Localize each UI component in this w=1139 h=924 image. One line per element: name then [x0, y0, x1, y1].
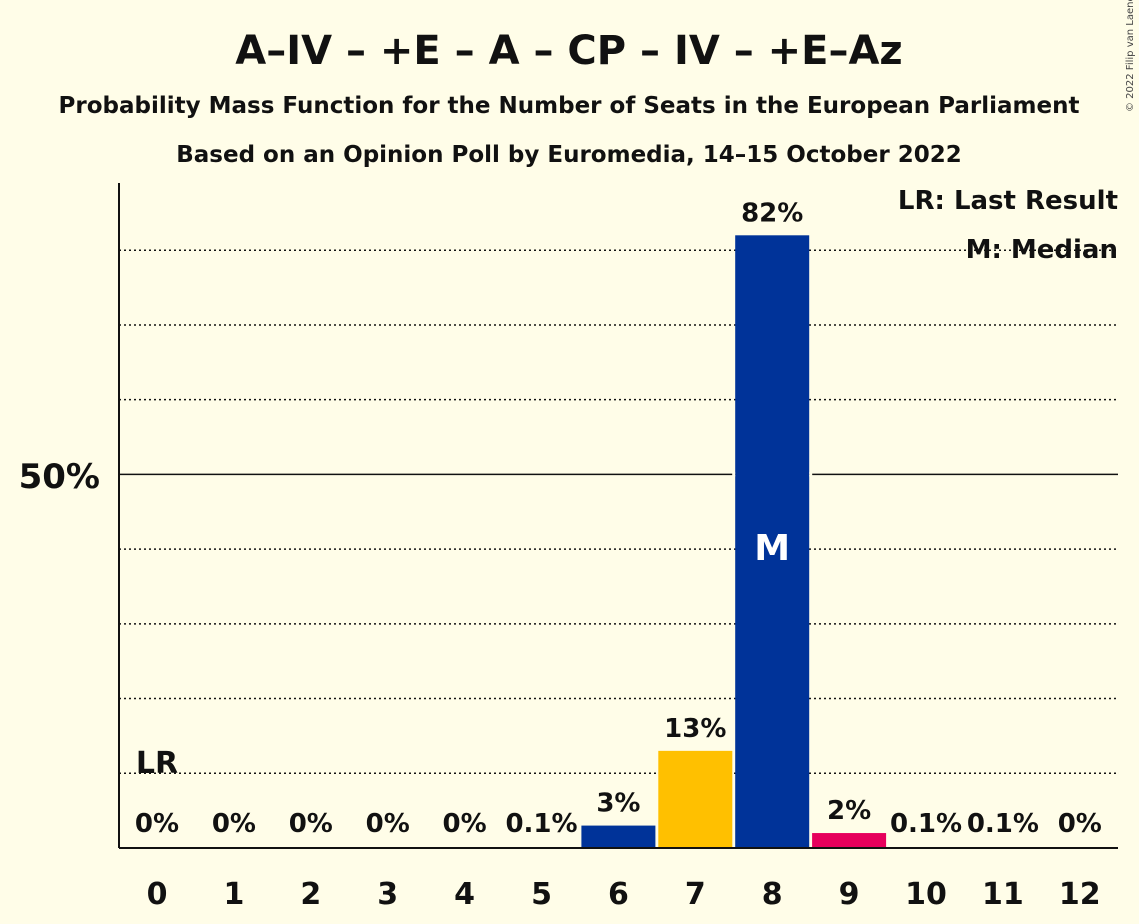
value-label-10: 0.1% [890, 809, 962, 839]
x-tick-10: 10 [905, 877, 947, 912]
value-label-0: 0% [135, 809, 179, 839]
value-label-12: 0% [1058, 809, 1102, 839]
bar-8 [735, 235, 810, 849]
bar-7 [658, 750, 733, 848]
gridlines [119, 249, 1118, 775]
legend-median: M: Median [966, 235, 1118, 265]
bar-gap-left [732, 472, 736, 477]
bars [504, 235, 1040, 849]
y-tick-label-50: 50% [19, 457, 100, 497]
value-labels: 0% 0% 0% 0% 0% 0.1%3%13%82%2% 0.1% 0.1% 0%MLR [135, 198, 1102, 839]
value-label-4: 0% [443, 809, 487, 839]
x-tick-12: 12 [1059, 877, 1101, 912]
x-tick-1: 1 [223, 877, 244, 912]
value-label-11: 0.1% [967, 809, 1039, 839]
x-tick-6: 6 [608, 877, 629, 912]
value-label-8: 82% [741, 198, 803, 228]
x-tick-3: 3 [377, 877, 398, 912]
x-tick-4: 4 [454, 877, 475, 912]
value-label-1: 0% [212, 809, 256, 839]
x-tick-11: 11 [982, 877, 1024, 912]
copyright-note: © 2022 Filip van Laenen [1125, 0, 1136, 112]
value-label-5: 0.1% [505, 809, 577, 839]
chart-title: A–IV – +E – A – CP – IV – +E–Az [235, 28, 902, 74]
chart-subtitle: Probability Mass Function for the Number… [59, 93, 1080, 119]
value-label-6: 3% [596, 789, 640, 819]
x-tick-2: 2 [300, 877, 321, 912]
x-tick-5: 5 [531, 877, 552, 912]
chart-subtitle-source: Based on an Opinion Poll by Euromedia, 1… [176, 142, 961, 168]
x-tick-labels: 0 1 2 3 4 5 6 7 8 9 10 11 12 [147, 877, 1101, 912]
median-marker: M [754, 528, 790, 569]
value-label-3: 0% [366, 809, 410, 839]
bar-6 [581, 825, 656, 848]
last-result-marker: LR [136, 746, 178, 781]
legend-last-result: LR: Last Result [898, 186, 1118, 216]
x-tick-9: 9 [839, 877, 860, 912]
x-tick-8: 8 [762, 877, 783, 912]
x-tick-0: 0 [147, 877, 168, 912]
bar-9 [812, 833, 887, 848]
value-label-7: 13% [664, 714, 726, 744]
value-label-2: 0% [289, 809, 333, 839]
bar-gap-right [809, 472, 813, 477]
x-tick-7: 7 [685, 877, 706, 912]
value-label-9: 2% [827, 796, 871, 826]
